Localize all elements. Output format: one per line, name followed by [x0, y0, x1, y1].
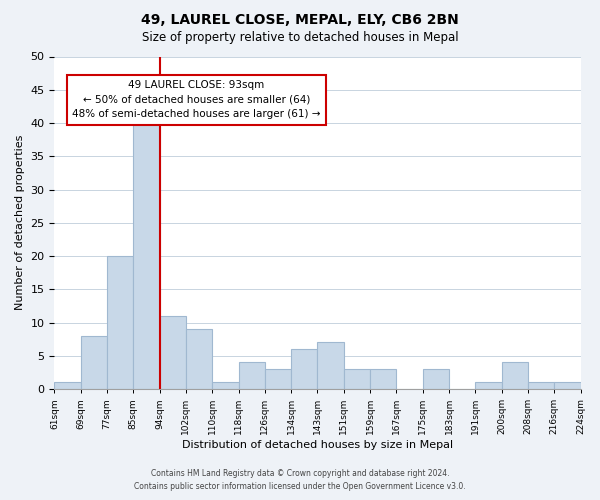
Bar	[55, 382, 81, 389]
Bar	[344, 369, 370, 389]
Bar	[291, 349, 317, 389]
Bar	[475, 382, 502, 389]
Bar	[265, 369, 291, 389]
Bar	[554, 382, 581, 389]
Text: Size of property relative to detached houses in Mepal: Size of property relative to detached ho…	[142, 31, 458, 44]
Bar	[81, 336, 107, 389]
Bar	[502, 362, 528, 389]
Text: 49 LAUREL CLOSE: 93sqm
← 50% of detached houses are smaller (64)
48% of semi-det: 49 LAUREL CLOSE: 93sqm ← 50% of detached…	[72, 80, 320, 120]
Bar	[370, 369, 397, 389]
Bar	[212, 382, 239, 389]
Bar	[186, 329, 212, 389]
X-axis label: Distribution of detached houses by size in Mepal: Distribution of detached houses by size …	[182, 440, 453, 450]
Bar	[422, 369, 449, 389]
Bar	[239, 362, 265, 389]
Y-axis label: Number of detached properties: Number of detached properties	[15, 135, 25, 310]
Bar	[160, 316, 186, 389]
Bar	[528, 382, 554, 389]
Text: 49, LAUREL CLOSE, MEPAL, ELY, CB6 2BN: 49, LAUREL CLOSE, MEPAL, ELY, CB6 2BN	[141, 12, 459, 26]
Bar	[133, 116, 160, 389]
Bar	[317, 342, 344, 389]
Text: Contains HM Land Registry data © Crown copyright and database right 2024.
Contai: Contains HM Land Registry data © Crown c…	[134, 470, 466, 491]
Bar	[107, 256, 133, 389]
